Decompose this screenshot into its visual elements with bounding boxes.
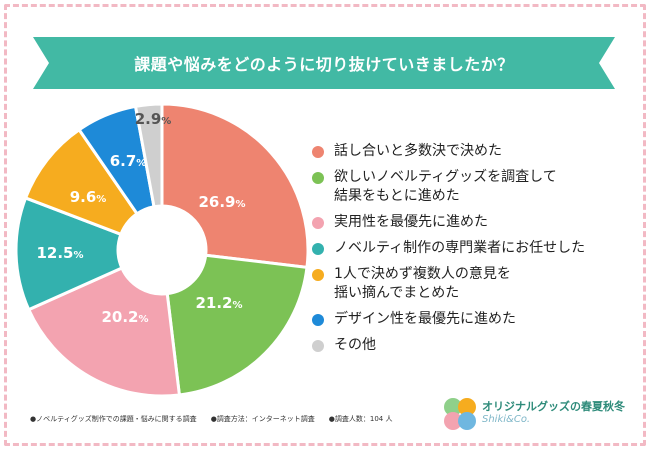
footer-note-survey: ●ノベルティグッズ制作での課題・悩みに関する調査	[30, 415, 197, 423]
title-banner-shape	[33, 37, 615, 89]
legend-item: 欲しいノベルティグッズを調査して 結果をもとに進めた	[312, 168, 632, 206]
legend-item: 1人で決めず複数人の意見を 揺い摘んでまとめた	[312, 265, 632, 303]
legend-label: ノベルティ制作の専門業者にお任せした	[334, 240, 586, 256]
title-banner: 課題や悩みをどのように切り抜けていきましたか？	[33, 37, 615, 89]
legend-label: デザイン性を最優先に進めた	[334, 311, 516, 327]
footer-note-count: ●調査人数：104 人	[328, 415, 393, 423]
legend: 話し合いと多数決で決めた欲しいノベルティグッズを調査して 結果をもとに進めた実用…	[312, 142, 632, 362]
legend-swatch	[312, 217, 324, 229]
pie-slice	[133, 102, 164, 209]
legend-item: 実用性を最優先に進めた	[312, 213, 632, 232]
pie-slice	[165, 253, 309, 397]
legend-item: その他	[312, 336, 632, 355]
legend-swatch	[312, 269, 324, 281]
legend-label: その他	[334, 337, 376, 353]
pie-slice	[26, 265, 182, 398]
slice-value-label: 21.2%	[195, 294, 242, 312]
legend-swatch	[312, 172, 324, 184]
legend-label: 欲しいノベルティグッズを調査して 結果をもとに進めた	[334, 169, 557, 204]
legend-swatch	[312, 340, 324, 352]
seasons-icon	[444, 398, 476, 430]
brand-logo: オリジナルグッズの春夏秋冬 Shiki&Co.	[440, 394, 630, 434]
legend-item: ノベルティ制作の専門業者にお任せした	[312, 239, 632, 258]
footer-notes: ●ノベルティグッズ制作での課題・悩みに関する調査 ●調査方法：インターネット調査…	[30, 414, 393, 424]
pie-slice	[160, 102, 310, 270]
legend-item: 話し合いと多数決で決めた	[312, 142, 632, 161]
footer-note-method: ●調査方法：インターネット調査	[210, 415, 315, 423]
slice-value-label: 26.9%	[198, 193, 245, 211]
legend-label: 実用性を最優先に進めた	[334, 214, 488, 230]
legend-swatch	[312, 146, 324, 158]
legend-label: 1人で決めず複数人の意見を 揺い摘んでまとめた	[334, 266, 511, 301]
slice-value-label: 12.5%	[36, 244, 83, 262]
brand-name: オリジナルグッズの春夏秋冬	[482, 400, 625, 413]
legend-swatch	[312, 243, 324, 255]
brand-subtitle: Shiki&Co.	[482, 414, 531, 425]
slice-value-label: 20.2%	[101, 308, 148, 326]
dashed-border	[4, 4, 646, 446]
legend-item: デザイン性を最優先に進めた	[312, 310, 632, 329]
chart-title: 課題や悩みをどのように切り抜けていきましたか？	[134, 55, 514, 74]
legend-swatch	[312, 314, 324, 326]
legend-label: 話し合いと多数決で決めた	[334, 143, 502, 159]
